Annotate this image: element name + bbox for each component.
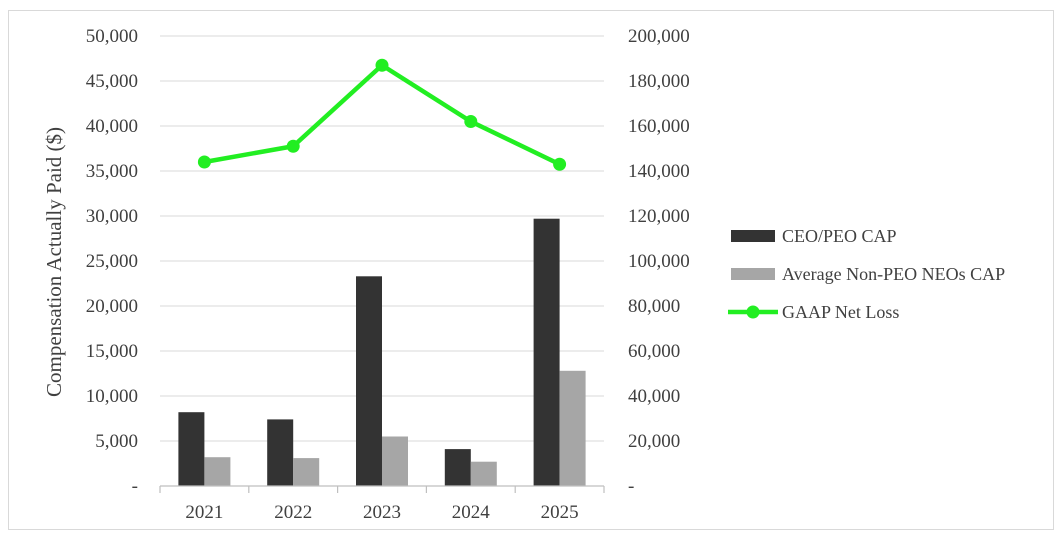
- legend-swatch: [731, 268, 775, 280]
- right-tick-label: -: [628, 476, 634, 497]
- chart-frame: [8, 10, 1054, 530]
- line-point: [553, 157, 567, 171]
- right-tick-label: 180,000: [628, 71, 690, 92]
- left-tick-label: 10,000: [86, 386, 138, 407]
- x-tick-label: 2021: [185, 502, 223, 523]
- right-tick-label: 60,000: [628, 341, 680, 362]
- right-tick-label: 120,000: [628, 206, 690, 227]
- legend-swatch: [731, 230, 775, 242]
- left-tick-label: 5,000: [95, 431, 138, 452]
- legend-label: CEO/PEO CAP: [782, 226, 897, 246]
- x-tick-label: 2025: [541, 502, 579, 523]
- left-tick-label: 50,000: [86, 26, 138, 47]
- x-tick-label: 2022: [274, 502, 312, 523]
- legend: CEO/PEO CAP Average Non-PEO NEOs CAP GAAP …: [728, 226, 1005, 322]
- right-tick-label: 200,000: [628, 26, 690, 47]
- right-tick-label: 20,000: [628, 431, 680, 452]
- left-tick-label: 20,000: [86, 296, 138, 317]
- legend-label: GAAP Net Loss: [782, 302, 899, 322]
- left-tick-label: 25,000: [86, 251, 138, 272]
- left-tick-label: 35,000: [86, 161, 138, 182]
- line-point: [286, 139, 300, 153]
- x-tick-label: 2023: [363, 502, 401, 523]
- gridlines: [160, 35, 604, 442]
- bar: [293, 458, 320, 486]
- right-tick-label: 40,000: [628, 386, 680, 407]
- right-tick-label: 160,000: [628, 116, 690, 137]
- tick-labels: - 5,000 10,000 15,000 20,000 25,000 30,000 35,0…: [86, 26, 690, 523]
- bar: [356, 276, 382, 486]
- right-tick-label: 140,000: [628, 161, 690, 182]
- line-series-path: [204, 63, 561, 167]
- x-axis: [159, 485, 605, 493]
- right-tick-label: 80,000: [628, 296, 680, 317]
- legend-label: Average Non-PEO NEOs CAP: [782, 264, 1005, 284]
- left-tick-label: 45,000: [86, 71, 138, 92]
- line-point: [375, 58, 389, 72]
- bar: [444, 449, 471, 486]
- bar: [204, 457, 231, 486]
- left-tick-label: 30,000: [86, 206, 138, 227]
- bar: [382, 436, 408, 486]
- line-point: [197, 155, 211, 169]
- line-point: [464, 115, 478, 128]
- bar: [559, 370, 586, 486]
- bar: [470, 461, 497, 486]
- bar: [533, 218, 560, 486]
- bar: [267, 419, 294, 486]
- y-axis-label: Compensation Actually Paid ($): [42, 127, 66, 397]
- bar: [178, 412, 205, 486]
- left-tick-label: 40,000: [86, 116, 138, 137]
- right-tick-label: 100,000: [628, 251, 690, 272]
- legend-marker: [746, 305, 760, 319]
- bar-series: [178, 218, 586, 486]
- line-series: [197, 58, 567, 171]
- left-tick-label: 15,000: [86, 341, 138, 362]
- x-tick-label: 2024: [452, 502, 491, 523]
- left-tick-label: -: [132, 476, 138, 497]
